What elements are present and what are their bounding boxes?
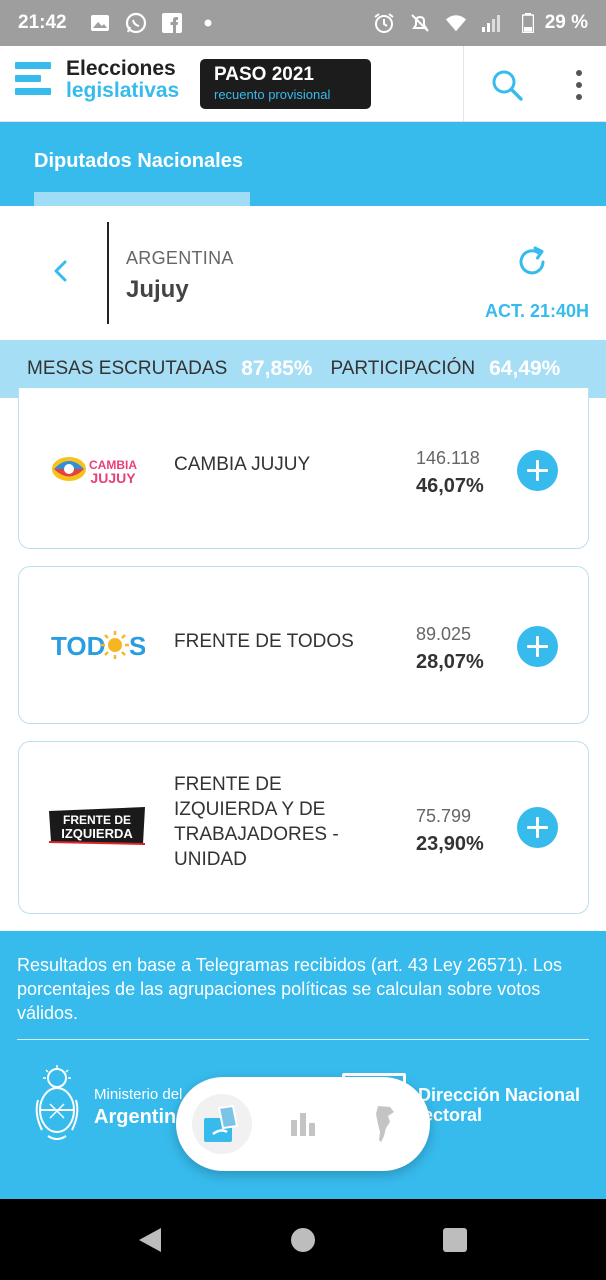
location-divider <box>107 222 109 324</box>
facebook-icon <box>161 12 183 34</box>
badge-subtitle: recuento provisional <box>214 87 331 102</box>
status-time: 21:42 <box>18 12 67 33</box>
more-vert-icon[interactable] <box>568 66 590 104</box>
nav-results-chart[interactable] <box>273 1094 333 1154</box>
nav-ballot[interactable] <box>192 1094 252 1154</box>
tab-active-indicator <box>34 192 250 206</box>
badge-title: PASO 2021 <box>214 64 314 85</box>
status-bar: 21:42 29 % <box>0 0 606 46</box>
app-header: Elecciones legislativas PASO 2021 recuen… <box>0 46 606 122</box>
recents-nav-icon[interactable] <box>440 1225 470 1255</box>
party-percent: 46,07% <box>416 475 484 497</box>
svg-text:FRENTE DE: FRENTE DE <box>63 813 131 827</box>
tab-diputados-nacionales[interactable]: Diputados Nacionales <box>34 122 250 206</box>
dne-line2: lectoral <box>418 1105 483 1125</box>
home-nav-icon[interactable] <box>288 1225 318 1255</box>
footer-note: Resultados en base a Telegramas recibido… <box>17 955 562 1023</box>
result-card[interactable]: TOD S FRENTE DE TODOS 89.025 28,07% <box>18 566 589 724</box>
ministry-line1: Ministerio del <box>94 1086 183 1103</box>
floating-nav <box>176 1077 430 1171</box>
expand-plus-icon[interactable] <box>517 450 558 491</box>
nav-map[interactable] <box>354 1094 414 1154</box>
signal-icon <box>481 12 503 34</box>
location-province: Jujuy <box>126 276 189 303</box>
dne-line1: Dirección Nacional <box>418 1085 581 1105</box>
dot-icon <box>197 12 219 34</box>
party-votes: 89.025 <box>416 624 472 644</box>
participacion-value: 64,49% <box>489 357 561 380</box>
logo-line2: legislativas <box>66 79 180 102</box>
logo-line1: Elecciones <box>66 57 176 80</box>
location-row: ARGENTINA Jujuy ACT. 21:40H <box>0 206 606 340</box>
party-name: FRENTE DE TODOS <box>174 631 354 652</box>
party-percent: 23,90% <box>416 833 484 855</box>
tab-bar: Diputados Nacionales <box>0 122 606 206</box>
result-card[interactable]: CAMBIA JUJUY CAMBIA JUJUY 146.118 46,07% <box>18 388 589 549</box>
svg-text:S: S <box>129 631 145 661</box>
party-votes: 146.118 <box>416 448 480 468</box>
mesas-label: MESAS ESCRUTADAS <box>27 358 228 379</box>
expand-plus-icon[interactable] <box>517 626 558 667</box>
app-logo[interactable]: Elecciones legislativas <box>66 58 179 102</box>
bar-chart-icon <box>291 1113 315 1136</box>
svg-text:TOD: TOD <box>51 631 105 661</box>
back-nav-icon[interactable] <box>136 1225 166 1255</box>
image-icon <box>89 12 111 34</box>
party-votes: 75.799 <box>416 806 472 826</box>
whatsapp-icon <box>125 12 147 34</box>
expand-plus-icon[interactable] <box>517 807 558 848</box>
footer: Resultados en base a Telegramas recibido… <box>0 931 606 1199</box>
paso-badge: PASO 2021 recuento provisional <box>200 59 371 109</box>
logo-mark <box>15 62 51 101</box>
system-nav-bar <box>0 1199 606 1280</box>
ballot-box-icon <box>204 1104 239 1142</box>
result-card[interactable]: FRENTE DE IZQUIERDA FRENTE DE IZQUIERDA … <box>18 741 589 914</box>
battery-percent: 29 % <box>544 12 588 33</box>
tab-label: Diputados Nacionales <box>34 150 243 172</box>
svg-text:JUJUY: JUJUY <box>90 470 136 486</box>
svg-text:IZQUIERDA: IZQUIERDA <box>61 826 133 841</box>
party-logo-frente-de-todos: TOD S <box>47 615 147 675</box>
party-percent: 28,07% <box>416 651 484 673</box>
mesas-value: 87,85% <box>241 357 313 380</box>
wifi-icon <box>445 12 467 34</box>
alarm-icon <box>373 12 395 34</box>
participacion-label: PARTICIPACIÓN <box>330 358 476 379</box>
party-logo-cambia-jujuy: CAMBIA JUJUY <box>47 439 147 499</box>
ministry-line2: Argentin <box>94 1106 177 1128</box>
party-name: CAMBIA JUJUY <box>174 454 311 475</box>
svg-text:CAMBIA: CAMBIA <box>89 458 137 472</box>
battery-icon <box>517 12 539 34</box>
coat-of-arms-icon <box>35 1065 79 1140</box>
argentina-map-icon <box>376 1106 394 1142</box>
location-country: ARGENTINA <box>126 248 234 268</box>
search-icon[interactable] <box>490 68 524 102</box>
party-name: FRENTE DE IZQUIERDA Y DE TRABAJADORES - … <box>174 774 339 870</box>
refresh-icon[interactable] <box>514 244 550 280</box>
ministry-logo: Ministerio del Argentin <box>32 1064 182 1149</box>
last-update: ACT. 21:40H <box>484 301 589 321</box>
mute-icon <box>409 12 431 34</box>
dne-text: Dirección Nacional lectoral <box>418 1085 580 1125</box>
footer-divider <box>17 1039 589 1040</box>
chevron-left-icon[interactable] <box>46 256 76 286</box>
header-divider <box>463 46 464 122</box>
party-logo-frente-de-izquierda: FRENTE DE IZQUIERDA <box>47 796 147 856</box>
